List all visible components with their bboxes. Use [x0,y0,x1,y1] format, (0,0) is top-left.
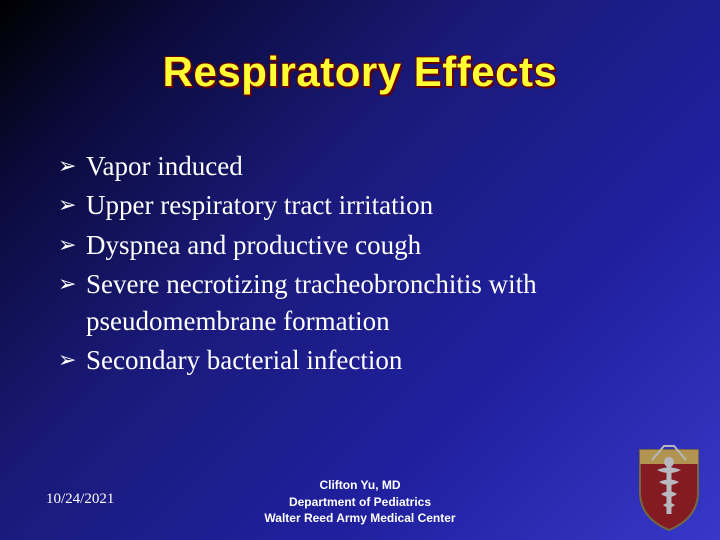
bullet-arrow-icon: ➢ [58,345,76,375]
list-item: ➢ Vapor induced [58,148,680,185]
bullet-arrow-icon: ➢ [58,151,76,181]
bullet-arrow-icon: ➢ [58,269,76,299]
army-medical-crest-icon [630,432,708,532]
bullet-text: Vapor induced [86,151,243,181]
bullet-text: Upper respiratory tract irritation [86,190,433,220]
footer-line: Department of Pediatrics [0,494,720,510]
footer-line: Clifton Yu, MD [0,477,720,493]
bullet-text: Severe necrotizing tracheobronchitis wit… [86,269,537,336]
list-item: ➢ Upper respiratory tract irritation [58,187,680,224]
list-item: ➢ Severe necrotizing tracheobronchitis w… [58,266,680,341]
footer-line: Walter Reed Army Medical Center [0,510,720,526]
bullet-text: Secondary bacterial infection [86,345,402,375]
list-item: ➢ Dyspnea and productive cough [58,227,680,264]
footer-attribution: Clifton Yu, MD Department of Pediatrics … [0,477,720,526]
slide-title: Respiratory Effects [0,48,720,96]
list-item: ➢ Secondary bacterial infection [58,342,680,379]
bullet-text: Dyspnea and productive cough [86,230,421,260]
bullet-arrow-icon: ➢ [58,190,76,220]
bullet-arrow-icon: ➢ [58,230,76,260]
bullet-list: ➢ Vapor induced ➢ Upper respiratory trac… [58,148,680,382]
slide-root: Respiratory Effects ➢ Vapor induced ➢ Up… [0,0,720,540]
